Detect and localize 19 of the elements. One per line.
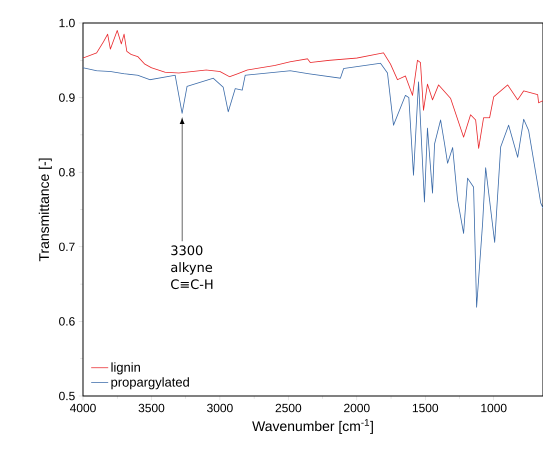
y-tick-label: 0.7: [59, 242, 75, 252]
x-axis-title: Wavenumber [cm$^{-1}$]: [252, 419, 373, 434]
legend-label: lignin: [111, 362, 140, 374]
x-tick-label: 2000: [344, 404, 370, 412]
x-tick-label: 3500: [138, 404, 164, 412]
x-tick-label: 1000: [481, 404, 507, 412]
line-series: [82, 62, 543, 308]
y-tick-label: 0.5: [59, 392, 75, 400]
annotation: 3300 alkyne C≡C-H: [171, 245, 212, 290]
y-tick-label: 0.9: [59, 93, 75, 102]
y-tick-label: 0.6: [59, 317, 75, 326]
y-tick-label: 1.0: [60, 18, 75, 28]
x-tick-label: 2500: [276, 404, 302, 412]
y-tick-label: 0.8: [59, 168, 75, 176]
y-axis-title: Transmittance [-]: [38, 158, 52, 262]
legend-label: propargylated: [111, 377, 189, 390]
x-tick-label: 4000: [70, 404, 96, 412]
x-tick-label: 1500: [412, 404, 438, 412]
x-tick-label: 3000: [207, 404, 233, 412]
